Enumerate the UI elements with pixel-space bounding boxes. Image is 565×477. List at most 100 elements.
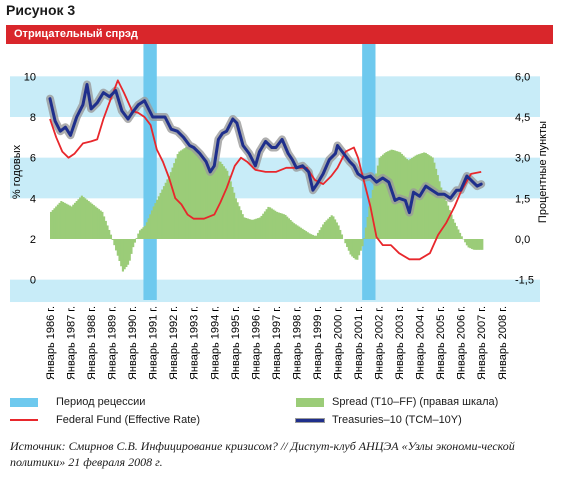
spread-bar-21 — [85, 199, 89, 239]
spread-bar-127 — [267, 206, 270, 239]
spread-bar-154 — [313, 235, 316, 239]
spread-bar-15 — [75, 201, 78, 239]
spread-bar-195 — [383, 153, 386, 239]
spread-bar-153 — [311, 234, 314, 239]
spread-bar-104 — [227, 175, 231, 239]
x-tick-label: Январь 1989 г. — [107, 306, 119, 380]
spread-bar-163 — [328, 216, 332, 239]
spread-bar-63 — [157, 196, 160, 239]
spread-bar-250 — [477, 239, 480, 250]
spread-bar-55 — [144, 225, 147, 239]
spread-bar-28 — [97, 209, 101, 239]
spread-bar-159 — [322, 224, 325, 239]
spread-bar-46 — [128, 239, 131, 261]
spread-bar-225 — [435, 168, 438, 239]
spread-bar-144 — [296, 225, 299, 239]
spread-bar-27 — [96, 207, 99, 239]
spread-bar-113 — [243, 217, 246, 239]
spread-bar-235 — [452, 219, 455, 239]
spread-bar-243 — [465, 239, 468, 246]
spread-bar-112 — [241, 214, 244, 239]
y-axis-right-label: Процентные пункты — [537, 121, 549, 223]
spread-bar-134 — [279, 213, 282, 239]
spread-bar-87 — [198, 153, 201, 239]
x-tick-label: Январь 2007 г. — [476, 306, 488, 380]
spread-bar-79 — [185, 147, 188, 239]
spread-bar-53 — [140, 228, 143, 239]
spread-bar-143 — [294, 224, 297, 239]
spread-bar-72 — [173, 163, 176, 239]
spread-bar-249 — [476, 239, 479, 250]
spread-bar-5 — [58, 202, 61, 239]
y-right-tick-label: 0,0 — [515, 234, 530, 246]
spread-bar-65 — [161, 189, 164, 239]
spread-bar-83 — [192, 146, 195, 239]
spread-bar-196 — [385, 151, 388, 239]
spread-bar-197 — [387, 151, 390, 239]
treasury-line — [48, 83, 483, 215]
spread-bar-146 — [299, 227, 302, 239]
spread-bar-54 — [142, 227, 145, 239]
spread-bar-136 — [282, 214, 285, 239]
spread-bar-176 — [351, 239, 354, 257]
x-tick-label: Январь 1993 г. — [189, 306, 201, 380]
spread-bar-98 — [217, 161, 220, 239]
spread-bar-139 — [287, 218, 290, 239]
fedfund-line — [49, 79, 482, 261]
spread-bar-130 — [272, 209, 275, 239]
spread-bar-92 — [207, 166, 210, 239]
spread-bar-141 — [291, 221, 294, 239]
spread-bar-56 — [145, 222, 148, 239]
x-tick-label: Январь 2001 г. — [353, 306, 365, 380]
spread-bar-121 — [257, 218, 260, 239]
spread-bar-149 — [304, 231, 308, 239]
y-left-tick-label: 2 — [30, 234, 36, 246]
spread-bar-109 — [236, 202, 239, 239]
spread-bar-178 — [354, 239, 357, 260]
y-right-tick-label: 4,5 — [515, 112, 530, 124]
x-tick-label: Январь 2004 г. — [415, 306, 427, 380]
spread-bar-152 — [310, 234, 313, 239]
spread-bar-242 — [464, 239, 467, 243]
spread-bar-62 — [156, 199, 159, 239]
x-tick-label: Январь 1990 г. — [127, 306, 139, 380]
spread-bar-25 — [92, 205, 95, 239]
spread-bar-117 — [250, 219, 253, 239]
spread-bar-77 — [181, 149, 184, 239]
spread-bar-118 — [251, 219, 255, 239]
spread-bar-90 — [204, 161, 207, 239]
spread-bar-233 — [448, 210, 451, 239]
spread-bar-224 — [433, 162, 436, 239]
y-left-tick-label: 0 — [30, 275, 36, 287]
x-tick-label: Январь 1988 г. — [86, 306, 98, 380]
spread-bar-91 — [205, 163, 208, 239]
spread-bar-190 — [375, 173, 378, 239]
spread-bar-124 — [262, 213, 265, 239]
spread-bar-137 — [284, 214, 287, 239]
spread-bar-59 — [150, 210, 154, 239]
spread-bar-102 — [224, 168, 227, 239]
spread-bar-49 — [133, 239, 136, 243]
spread-bar-120 — [255, 218, 258, 239]
spread-bar-247 — [472, 239, 475, 250]
spread-bar-47 — [130, 239, 133, 254]
x-tick-label: Январь 1995 г. — [230, 306, 242, 380]
spread-bar-35 — [109, 234, 113, 239]
spread-bar-81 — [188, 146, 191, 239]
spread-bar-6 — [60, 201, 63, 239]
spread-bar-1 — [51, 210, 54, 239]
spread-bar-248 — [474, 239, 477, 250]
spread-bar-191 — [376, 165, 379, 239]
spread-bar-151 — [308, 233, 311, 239]
spread-bar-12 — [70, 206, 73, 239]
spread-bar-150 — [306, 232, 309, 239]
spread-bar-18 — [80, 195, 83, 239]
x-tick-label: Январь 2002 г. — [374, 306, 386, 380]
spread-bar-75 — [178, 151, 181, 239]
spread-bar-111 — [239, 210, 243, 239]
spread-bar-68 — [166, 179, 169, 239]
spread-bar-13 — [72, 204, 75, 239]
spread-bar-57 — [147, 218, 150, 239]
spread-bar-173 — [346, 239, 349, 247]
spread-bar-226 — [436, 175, 439, 239]
